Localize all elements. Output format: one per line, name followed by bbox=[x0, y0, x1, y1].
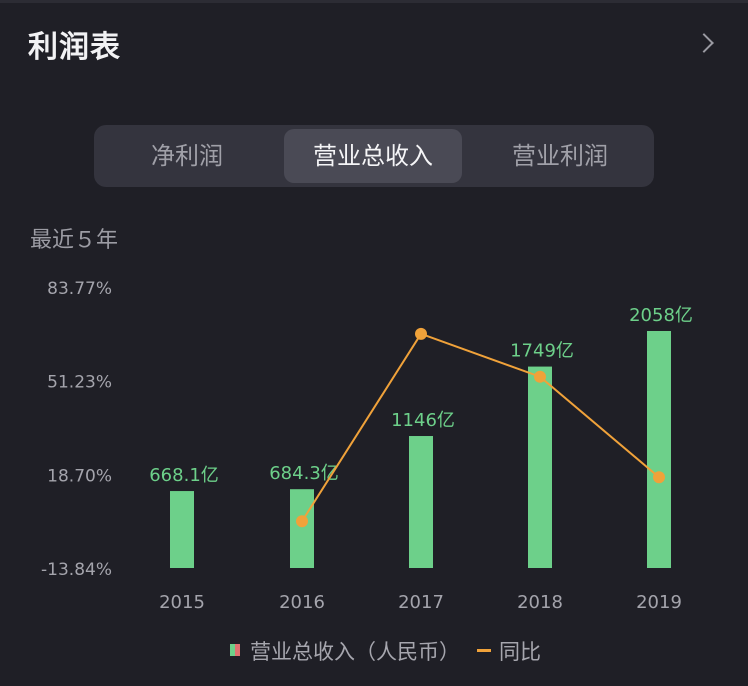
bar-value-label: 684.3亿 bbox=[269, 463, 339, 484]
y-tick-label: 51.23% bbox=[47, 373, 112, 393]
bar-value-label: 1146亿 bbox=[391, 410, 455, 431]
bar-2016 bbox=[290, 489, 314, 568]
bar-value-label: 668.1亿 bbox=[149, 465, 219, 486]
x-tick-label: 2015 bbox=[159, 592, 205, 613]
x-tick-label: 2018 bbox=[517, 592, 563, 613]
x-tick-label: 2016 bbox=[279, 592, 325, 613]
yoy-point bbox=[296, 515, 308, 528]
y-tick-label: 83.77% bbox=[47, 279, 112, 299]
legend-bar-swatch bbox=[230, 644, 240, 656]
yoy-point bbox=[415, 327, 427, 340]
tab-bar: 净利润 营业总收入 营业利润 bbox=[94, 125, 654, 187]
bar-value-label: 2058亿 bbox=[629, 305, 693, 326]
bar-2018 bbox=[528, 366, 552, 568]
yoy-point bbox=[534, 370, 546, 383]
x-tick-label: 2017 bbox=[398, 592, 444, 613]
yoy-line bbox=[301, 332, 660, 522]
bar-2015 bbox=[170, 491, 194, 568]
bar-2017 bbox=[409, 436, 433, 568]
bar-value-label: 1749亿 bbox=[510, 341, 574, 362]
top-divider bbox=[0, 0, 748, 3]
bar-2019 bbox=[647, 330, 671, 568]
chevron-right-icon[interactable] bbox=[694, 33, 714, 53]
period-label: 最近５年 bbox=[30, 228, 119, 253]
yoy-point bbox=[653, 471, 665, 484]
tab-total-revenue[interactable]: 营业总收入 bbox=[284, 129, 462, 183]
legend-line-swatch bbox=[477, 649, 491, 652]
legend-line-label: 同比 bbox=[499, 640, 541, 664]
tab-net-profit[interactable]: 净利润 bbox=[151, 142, 223, 170]
revenue-chart: 83.77% 51.23% 18.70% -13.84% 668.1亿 684.3亿 114… bbox=[41, 279, 693, 613]
y-tick-label: 18.70% bbox=[47, 466, 112, 486]
x-tick-label: 2019 bbox=[636, 592, 682, 613]
y-tick-label: -13.84% bbox=[41, 560, 112, 580]
tab-operating-profit[interactable]: 营业利润 bbox=[512, 142, 608, 170]
chart-legend: 营业总收入（人民币） 同比 bbox=[0, 636, 748, 666]
page-title: 利润表 bbox=[28, 30, 121, 65]
legend-bar-label: 营业总收入（人民币） bbox=[250, 640, 460, 664]
